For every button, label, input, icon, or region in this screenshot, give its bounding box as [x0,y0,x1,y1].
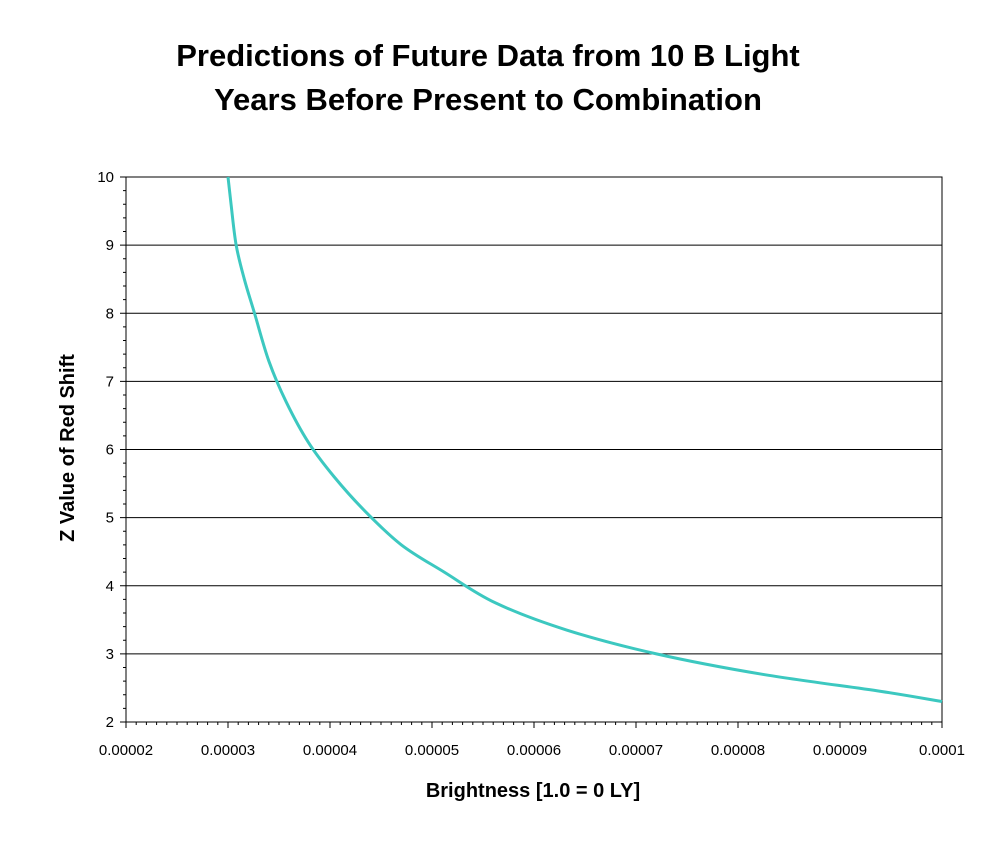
x-tick-label: 0.00003 [201,742,255,759]
x-tick-label: 0.0001 [919,742,965,759]
y-tick-labels: 2 3 4 5 6 7 8 9 10 [97,169,114,731]
x-tick-label: 0.00005 [405,742,459,759]
x-tick-label: 0.00002 [99,742,153,759]
x-tick-label: 0.00007 [609,742,663,759]
y-tick-label: 5 [106,510,114,527]
x-tick-label: 0.00004 [303,742,357,759]
minor-ticks [123,190,933,725]
y-tick-label: 9 [106,237,114,254]
y-tick-label: 7 [106,373,114,390]
x-tick-labels: 0.00002 0.00003 0.00004 0.00005 0.00006 0.000… [99,742,965,759]
y-tick-label: 4 [106,578,114,595]
y-axis-title: Z Value of Red Shift [57,354,79,542]
grid-lines [126,244,942,655]
x-tick-label: 0.00009 [813,742,867,759]
chart-title-line-2: Years Before Present to Combination [214,82,762,117]
x-tick-label: 0.00006 [507,742,561,759]
x-tick-label: 0.00008 [711,742,765,759]
chart-title: Predictions of Future Data from 10 B Lig… [0,34,976,122]
series-group [226,176,943,704]
x-axis-title: Brightness [1.0 = 0 LY] [426,780,640,802]
y-tick-label: 3 [106,646,114,663]
y-tick-label: 8 [106,305,114,322]
y-tick-label: 6 [106,442,114,459]
series-line [226,176,943,704]
chart-title-line-1: Predictions of Future Data from 10 B Lig… [176,38,800,73]
major-ticks [120,176,943,728]
y-tick-label: 10 [97,169,114,186]
y-tick-label: 2 [106,714,114,731]
